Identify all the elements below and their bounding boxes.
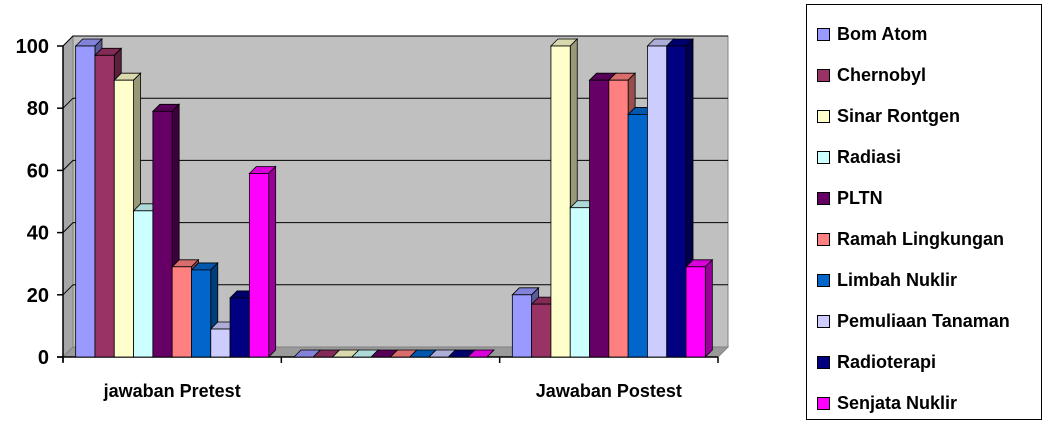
bar-side bbox=[704, 258, 713, 358]
bar-front bbox=[94, 54, 115, 358]
bar-front bbox=[171, 266, 192, 358]
legend-item: Ramah Lingkungan bbox=[817, 227, 1004, 251]
side-wall bbox=[62, 34, 74, 359]
legend-item: PLTN bbox=[817, 186, 883, 210]
y-tick-label: 60 bbox=[27, 160, 49, 182]
legend-swatch bbox=[817, 109, 830, 123]
bar-front bbox=[511, 294, 533, 358]
legend-swatch bbox=[817, 273, 830, 287]
legend-item: Radioterapi bbox=[817, 350, 936, 374]
y-tick-label: 100 bbox=[16, 36, 49, 58]
bar-front bbox=[229, 297, 250, 358]
legend-label: Radioterapi bbox=[837, 351, 937, 372]
bar-front bbox=[152, 110, 173, 358]
x-category-labels: jawaban Pretest Jawaban Postest bbox=[103, 381, 682, 401]
bar-front bbox=[248, 173, 270, 358]
y-tick-label: 0 bbox=[38, 347, 49, 369]
legend-label: Limbah Nuklir bbox=[837, 269, 958, 290]
bar-front bbox=[647, 45, 668, 358]
x-category-label: jawaban Pretest bbox=[103, 381, 241, 401]
y-tick-label: 80 bbox=[27, 98, 49, 120]
legend-label: Pemuliaan Tanaman bbox=[837, 310, 1010, 331]
y-tick-labels: 0 20 40 60 80 100 bbox=[16, 36, 49, 369]
legend-label: Sinar Rontgen bbox=[837, 105, 961, 126]
bar-front bbox=[685, 266, 706, 358]
chart: 0 20 40 60 80 100 jawaban Pretest Jawaban Post… bbox=[16, 34, 730, 401]
legend-item: Radiasi bbox=[817, 145, 901, 169]
legend: Bom Atom Chernobyl Sinar Rontgen Radiasi PLT… bbox=[806, 4, 1042, 420]
legend-item: Pemuliaan Tanaman bbox=[817, 309, 1010, 333]
bars bbox=[74, 38, 714, 358]
bar-side bbox=[268, 165, 277, 358]
legend-item: Senjata Nuklir bbox=[817, 391, 957, 415]
legend-swatch bbox=[817, 232, 830, 246]
y-tick-label: 20 bbox=[27, 285, 49, 307]
bar-front bbox=[608, 79, 629, 358]
legend-swatch bbox=[817, 191, 830, 205]
legend-label: Senjata Nuklir bbox=[837, 392, 958, 413]
bar-front bbox=[75, 45, 96, 358]
legend-swatch bbox=[817, 68, 830, 82]
bar-front bbox=[210, 328, 231, 358]
bar-front bbox=[589, 79, 610, 358]
bar-front bbox=[569, 207, 590, 358]
legend-item: Chernobyl bbox=[817, 63, 926, 87]
gridline-side bbox=[62, 97, 74, 109]
bar bbox=[466, 349, 495, 358]
bar-front bbox=[550, 45, 571, 358]
legend-swatch bbox=[817, 150, 830, 164]
legend-label: PLTN bbox=[837, 187, 883, 208]
bar-side bbox=[486, 349, 495, 358]
bar-front bbox=[627, 114, 648, 358]
bar bbox=[685, 258, 714, 358]
bar bbox=[248, 165, 277, 358]
legend-swatch bbox=[817, 355, 830, 369]
legend-item: Bom Atom bbox=[817, 22, 927, 46]
legend-swatch bbox=[817, 27, 830, 41]
gridline-side bbox=[62, 284, 74, 296]
gridline-side bbox=[62, 160, 74, 171]
legend-swatch bbox=[817, 314, 830, 328]
legend-label: Chernobyl bbox=[837, 64, 927, 85]
bar-front bbox=[113, 79, 134, 358]
bar-front bbox=[531, 303, 552, 358]
legend-item: Limbah Nuklir bbox=[817, 268, 957, 292]
legend-swatch bbox=[817, 396, 830, 410]
legend-label: Radiasi bbox=[837, 146, 902, 167]
legend-label: Ramah Lingkungan bbox=[837, 228, 1005, 249]
gridline-side bbox=[62, 222, 74, 233]
y-tick-label: 40 bbox=[27, 223, 49, 245]
bar-front bbox=[133, 210, 154, 358]
gridline-side bbox=[62, 35, 74, 47]
bar-front bbox=[666, 45, 687, 358]
legend-item: Sinar Rontgen bbox=[817, 104, 960, 128]
legend-label: Bom Atom bbox=[837, 23, 928, 44]
x-category-label: Jawaban Postest bbox=[536, 381, 682, 401]
bar-front bbox=[191, 269, 212, 358]
